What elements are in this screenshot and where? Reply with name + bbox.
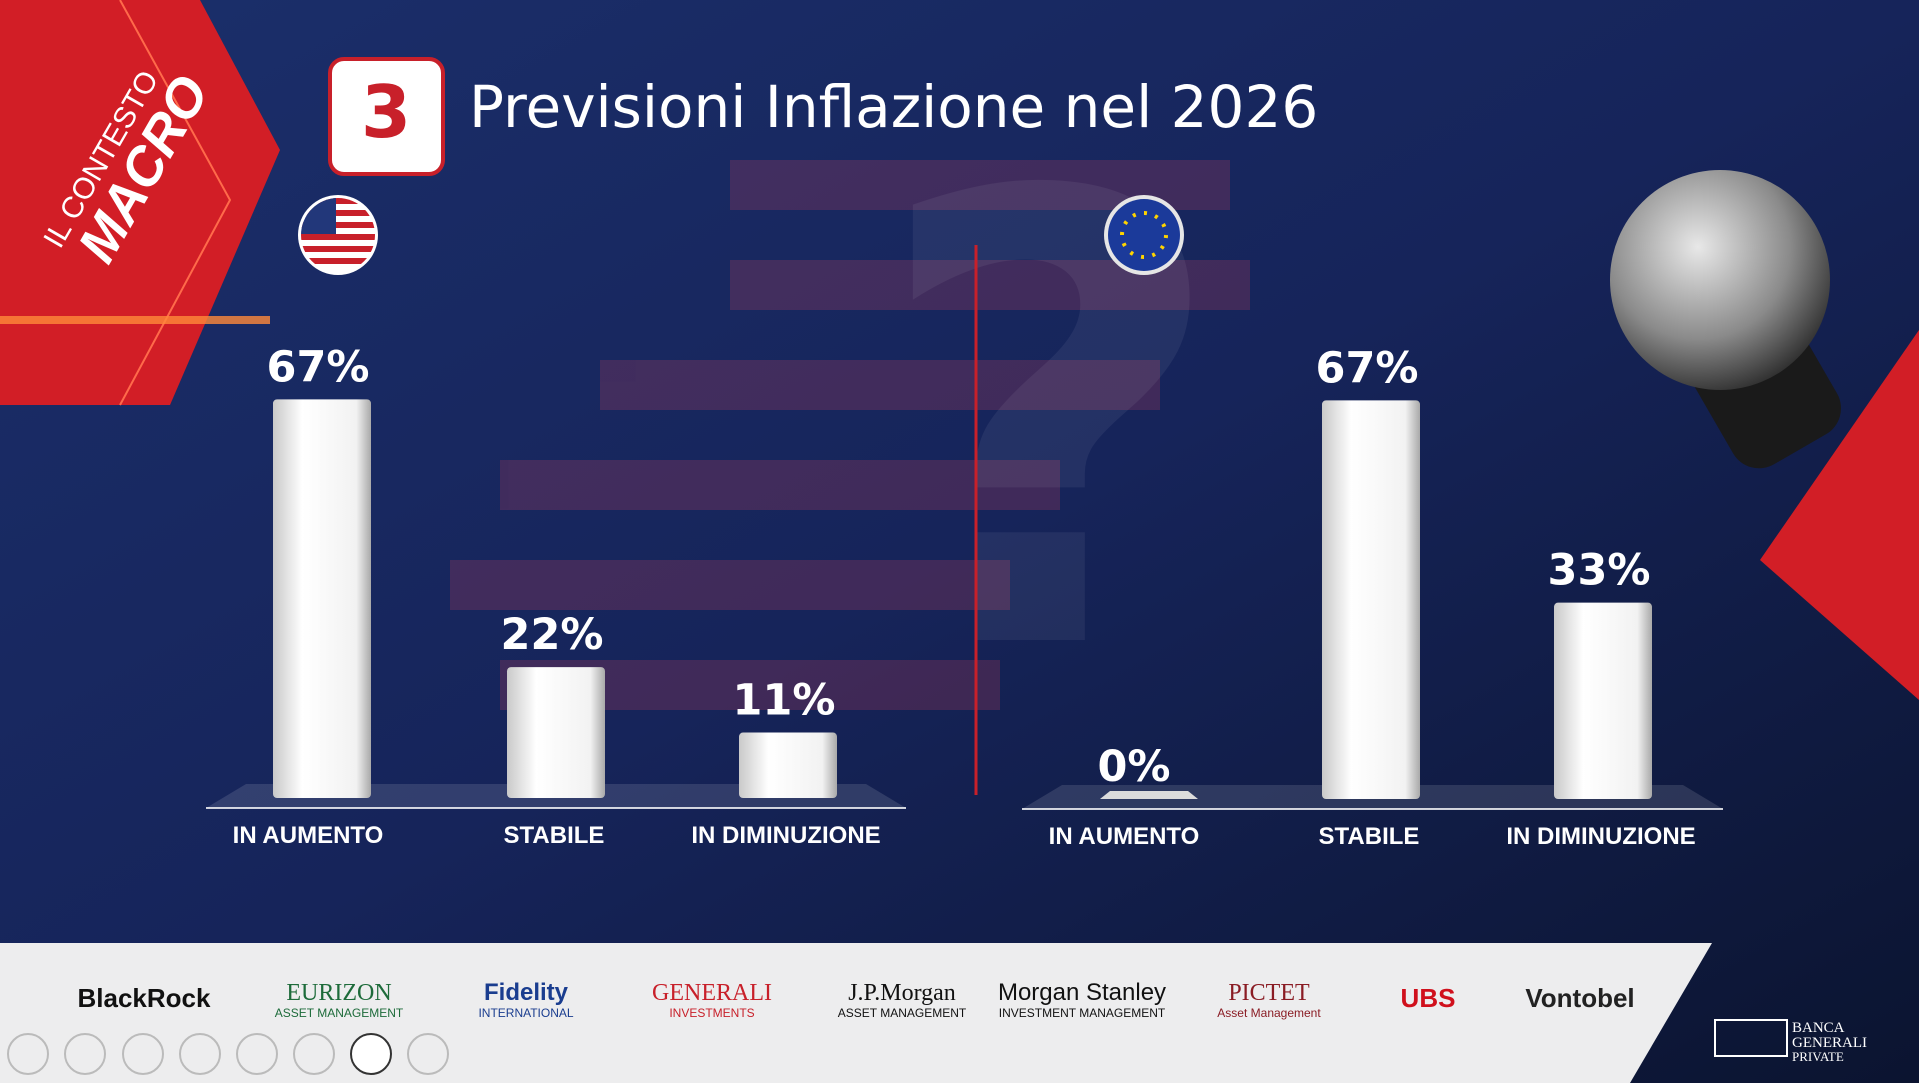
- value-label: 33%: [1548, 546, 1651, 596]
- value-label: 67%: [267, 342, 370, 392]
- bar: [1554, 602, 1652, 799]
- category-label: IN DIMINUZIONE: [691, 822, 880, 849]
- zero-slab: [1100, 791, 1198, 799]
- logo-name: Morgan Stanley: [998, 979, 1166, 1006]
- slide-title: Previsioni Inflazione nel 2026: [469, 73, 1318, 141]
- brand: BANCA GENERALI PRIVATE: [1714, 1019, 1867, 1064]
- category-label: IN DIMINUZIONE: [1506, 823, 1695, 850]
- value-label: 11%: [733, 676, 836, 726]
- logo-name: EURIZON: [286, 980, 391, 1006]
- logo-name: Fidelity: [484, 979, 569, 1006]
- microphone: [1610, 170, 1919, 700]
- zoom-button[interactable]: [236, 1033, 278, 1075]
- brand-line: PRIVATE: [1792, 1049, 1844, 1064]
- decor-question: ?: [870, 66, 1230, 787]
- value-label: 67%: [1316, 343, 1419, 393]
- badge: [328, 57, 445, 176]
- logo-name: Vontobel: [1525, 983, 1634, 1013]
- logo-name: GENERALI: [652, 980, 772, 1006]
- us-flag: [298, 195, 378, 275]
- logo-subtitle: ASSET MANAGEMENT: [275, 1006, 404, 1020]
- logo-subtitle: ASSET MANAGEMENT: [838, 1006, 967, 1020]
- pen-button[interactable]: [122, 1033, 164, 1075]
- camera-button[interactable]: [350, 1033, 392, 1075]
- bar: [273, 399, 371, 798]
- bar: [739, 732, 837, 798]
- bar: [507, 667, 605, 798]
- brand-line: BANCA: [1792, 1020, 1845, 1036]
- section-banner: [0, 0, 280, 405]
- more-button[interactable]: [407, 1033, 449, 1075]
- prev-button[interactable]: [7, 1033, 49, 1075]
- next-button[interactable]: [64, 1033, 106, 1075]
- subtitles-button[interactable]: [293, 1033, 335, 1075]
- logo-subtitle: INVESTMENT MANAGEMENT: [999, 1006, 1166, 1020]
- slides-button[interactable]: [179, 1033, 221, 1075]
- category-label: STABILE: [1319, 823, 1420, 850]
- logo-name: J.P.Morgan: [848, 980, 956, 1006]
- logo-name: UBS: [1401, 983, 1456, 1013]
- banner-glow: [0, 316, 270, 324]
- banner-edge: [119, 0, 232, 406]
- badge-number: 3: [361, 70, 411, 154]
- logo-name: PICTET: [1228, 980, 1310, 1006]
- bar: [1322, 400, 1420, 799]
- brand-line: GENERALI: [1792, 1035, 1867, 1051]
- eu-flag: [1104, 195, 1184, 275]
- footer: [0, 943, 1712, 1083]
- value-label: 22%: [501, 610, 604, 660]
- logo-name: BlackRock: [78, 983, 211, 1013]
- player-controls: [7, 1033, 449, 1075]
- flag-stripes: [450, 160, 1250, 710]
- logo-subtitle: INVESTMENTS: [669, 1006, 754, 1020]
- value-label: 0%: [1097, 742, 1170, 792]
- category-label: IN AUMENTO: [1049, 823, 1200, 850]
- logo-subtitle: Asset Management: [1217, 1006, 1321, 1020]
- charts: 67% IN AUMENTO 22% STABILE 11% IN DIMINUZIONE…: [206, 342, 1723, 850]
- category-label: IN AUMENTO: [233, 822, 384, 849]
- logo-subtitle: INTERNATIONAL: [478, 1006, 573, 1020]
- category-label: STABILE: [504, 822, 605, 849]
